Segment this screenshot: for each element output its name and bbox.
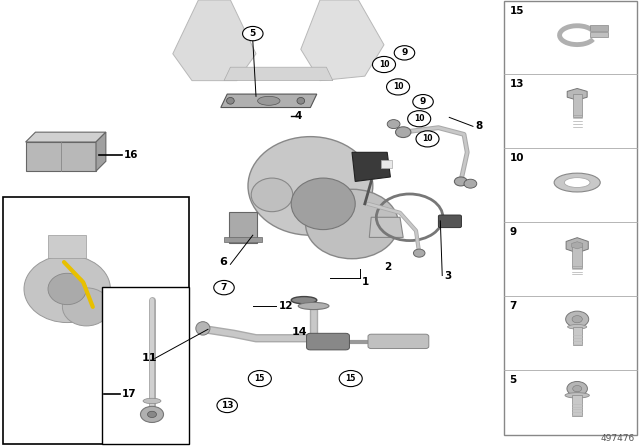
Polygon shape [26,132,106,142]
Bar [573,327,582,345]
Polygon shape [221,94,317,108]
Text: 1: 1 [362,277,369,287]
Bar [572,396,582,416]
Text: 15: 15 [255,374,265,383]
Bar [224,237,262,242]
Text: 11: 11 [142,353,157,363]
Text: 10: 10 [393,82,403,91]
Text: 2: 2 [384,262,391,271]
Polygon shape [96,132,106,171]
Circle shape [454,177,467,186]
Text: 6: 6 [219,257,227,267]
Circle shape [148,411,157,418]
Text: 7: 7 [509,301,517,311]
FancyBboxPatch shape [307,333,349,350]
Text: 13: 13 [221,401,234,410]
Text: 9: 9 [401,48,408,57]
Text: 7: 7 [221,283,227,292]
Ellipse shape [227,98,234,104]
Polygon shape [173,0,256,81]
Bar [573,95,582,117]
Polygon shape [567,89,587,100]
Text: 5: 5 [250,29,256,38]
Ellipse shape [196,322,210,335]
Text: 14: 14 [291,327,307,336]
Ellipse shape [564,178,590,187]
FancyBboxPatch shape [438,215,461,228]
Circle shape [387,79,410,95]
FancyBboxPatch shape [229,212,257,243]
Polygon shape [224,67,333,81]
Bar [504,1,637,435]
Circle shape [248,370,271,387]
Ellipse shape [554,173,600,192]
Circle shape [464,179,477,188]
Polygon shape [352,152,390,181]
Circle shape [416,131,439,147]
Bar [590,26,608,30]
Bar [102,287,189,444]
Ellipse shape [291,178,355,229]
Ellipse shape [306,189,398,259]
Text: 497476: 497476 [600,434,635,443]
Text: 15: 15 [346,374,356,383]
Text: 9: 9 [509,227,516,237]
Polygon shape [301,0,384,81]
Bar [3,197,189,444]
Polygon shape [566,237,588,253]
Circle shape [573,385,582,392]
Circle shape [141,406,164,422]
Circle shape [566,311,589,327]
Bar [48,235,86,258]
Polygon shape [572,242,583,249]
Circle shape [567,382,588,396]
Bar [26,142,96,171]
FancyBboxPatch shape [368,334,429,349]
Ellipse shape [48,273,86,305]
Circle shape [572,315,582,323]
Text: 10: 10 [414,114,424,123]
Bar [590,32,608,38]
Ellipse shape [24,255,111,323]
Ellipse shape [565,392,589,398]
Ellipse shape [258,96,280,105]
Ellipse shape [143,398,161,404]
Text: 10: 10 [379,60,389,69]
Text: 17: 17 [122,389,136,399]
Circle shape [217,398,237,413]
Text: 15: 15 [509,6,524,16]
Circle shape [214,280,234,295]
Ellipse shape [63,288,111,326]
Circle shape [387,120,400,129]
Text: 3: 3 [444,271,451,280]
Circle shape [413,95,433,109]
Ellipse shape [251,178,293,212]
Ellipse shape [297,98,305,104]
Circle shape [339,370,362,387]
Text: 16: 16 [124,150,138,159]
Ellipse shape [291,297,317,304]
Ellipse shape [298,302,329,310]
Circle shape [243,26,263,41]
Text: 5: 5 [509,375,516,385]
Circle shape [408,111,431,127]
Ellipse shape [248,137,372,235]
Bar [381,160,392,168]
Text: 4: 4 [294,112,302,121]
Text: 10: 10 [422,134,433,143]
Text: 8: 8 [475,121,482,131]
Circle shape [394,46,415,60]
Ellipse shape [568,324,587,329]
Bar [572,246,582,268]
Text: 13: 13 [509,79,524,89]
Text: 10: 10 [509,153,524,163]
Polygon shape [369,217,403,237]
Circle shape [372,56,396,73]
Circle shape [413,249,425,257]
Text: 12: 12 [278,301,293,310]
Circle shape [396,127,411,138]
Text: 9: 9 [420,97,426,106]
